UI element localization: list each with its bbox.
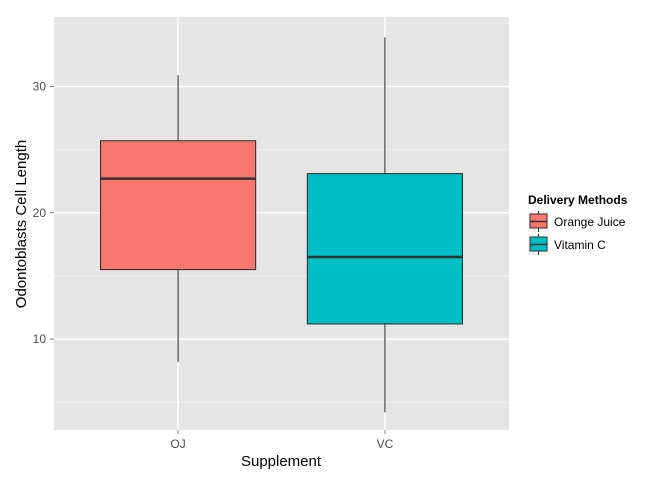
iqr-box [306, 173, 464, 325]
y-axis-title: Odontoblasts Cell Length [13, 140, 30, 308]
x-axis-title: Supplement [241, 453, 322, 470]
legend-label: Vitamin C [554, 238, 606, 252]
y-tick-label: 10 [33, 332, 47, 346]
legend-keys: Orange Juice Vitamin C [528, 211, 626, 255]
boxes [99, 37, 464, 413]
legend-item-oj: Orange Juice [528, 211, 626, 232]
x-axis-ticks: OJ VC [170, 430, 394, 451]
iqr-box [99, 140, 257, 271]
box-oj [99, 75, 257, 362]
y-axis-ticks: 10 20 30 [33, 79, 54, 346]
legend-title: Delivery Methods [528, 193, 628, 207]
y-tick-label: 20 [33, 206, 47, 220]
x-tick-label: VC [377, 437, 394, 451]
legend: Delivery Methods Orange Juice Vitamin C [528, 193, 628, 255]
y-tick-label: 30 [33, 79, 47, 93]
legend-item-vc: Vitamin C [528, 234, 606, 255]
box-vc [306, 37, 464, 413]
legend-label: Orange Juice [554, 215, 626, 229]
x-tick-label: OJ [170, 437, 185, 451]
